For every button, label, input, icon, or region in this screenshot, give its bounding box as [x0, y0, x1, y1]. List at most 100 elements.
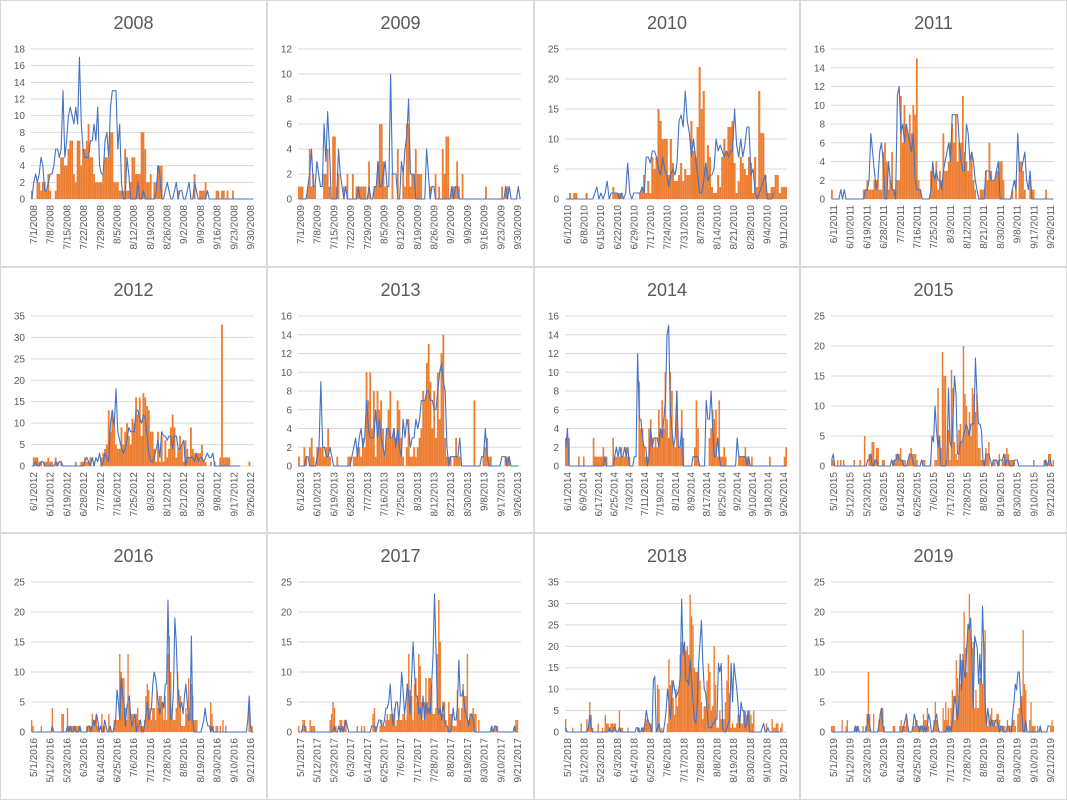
bar — [708, 157, 711, 199]
bar — [416, 702, 419, 732]
chart-svg: 2017 0 5 10 15 20 25 5/1/2017 5/12/2017 5/23/2017… — [281, 546, 524, 783]
x-tick-label: 8/19/2019 — [996, 738, 1007, 783]
bar — [398, 409, 401, 466]
x-tick-label: 8/28/2010 — [746, 205, 757, 250]
x-tick-label: 5/23/2018 — [596, 738, 607, 783]
x-tick-label: 8/19/2009 — [413, 205, 424, 250]
bar — [678, 175, 681, 199]
y-tick-label: 0 — [286, 195, 292, 206]
bar — [393, 708, 396, 732]
bar — [424, 400, 426, 467]
x-tick-label: 7/17/2016 — [146, 738, 157, 783]
bar — [699, 680, 701, 732]
bar — [222, 457, 225, 466]
bar — [941, 352, 944, 466]
bar — [899, 726, 901, 732]
x-tick-label: 6/15/2010 — [596, 205, 607, 250]
bar — [741, 723, 744, 732]
bar — [413, 447, 415, 466]
bar — [768, 193, 771, 199]
bar — [885, 161, 888, 199]
bar — [171, 708, 173, 732]
bar — [715, 193, 718, 199]
bar — [135, 174, 138, 199]
x-tick-label: 8/26/2009 — [430, 205, 441, 250]
bar — [781, 723, 783, 732]
bar — [641, 187, 644, 199]
x-tick-label: 8/30/2013 — [463, 472, 474, 517]
bar — [854, 726, 856, 732]
bar — [953, 442, 956, 466]
bar — [723, 139, 726, 199]
bar — [380, 124, 383, 199]
bar — [351, 174, 354, 199]
x-tick-label: 6/3/2019 — [879, 738, 890, 777]
bar — [115, 182, 117, 199]
bar — [457, 456, 459, 467]
bar — [129, 182, 132, 199]
bar — [1000, 726, 1002, 732]
bar — [943, 376, 945, 466]
bar — [931, 170, 934, 200]
bar — [926, 708, 929, 732]
bar — [721, 456, 724, 467]
bar — [332, 702, 334, 732]
bar — [703, 706, 705, 732]
bar — [859, 460, 861, 466]
bar — [75, 726, 77, 732]
bar — [904, 460, 906, 466]
x-tick-label: 8/17/2014 — [702, 472, 713, 517]
bar — [638, 727, 640, 732]
bar — [202, 190, 205, 199]
bar — [62, 714, 65, 732]
y-tick-label: 14 — [548, 330, 560, 341]
bar — [217, 190, 220, 199]
bar — [69, 726, 71, 732]
x-tick-label: 9/21/2015 — [1046, 472, 1057, 517]
bar — [658, 409, 660, 466]
bar — [775, 723, 778, 732]
bar — [690, 121, 693, 199]
bar — [644, 456, 647, 467]
bar — [69, 140, 72, 199]
x-tick-label: 7/29/2008 — [96, 205, 107, 250]
bar — [113, 427, 116, 466]
bar — [132, 714, 135, 732]
y-tick-label: 5 — [819, 698, 825, 709]
bar — [363, 726, 366, 732]
bar — [153, 708, 155, 732]
bar — [883, 460, 885, 466]
bar — [1022, 170, 1024, 200]
bar — [142, 132, 145, 199]
bar — [984, 170, 987, 200]
bar — [910, 133, 913, 200]
chart-svg: 2015 0 5 10 15 20 25 5/1/2015 5/12/2015 5/23/2015… — [814, 280, 1057, 517]
x-tick-label: 7/7/2013 — [363, 472, 374, 511]
bar — [688, 654, 690, 732]
bar — [980, 460, 983, 466]
bar — [708, 437, 711, 467]
bar — [620, 727, 622, 732]
bar — [114, 720, 117, 732]
bar — [111, 410, 114, 466]
bar — [742, 456, 745, 467]
bar — [357, 186, 360, 199]
y-tick-label: 6 — [19, 145, 25, 156]
bar — [1020, 161, 1023, 199]
bar — [710, 710, 713, 732]
bar — [695, 400, 698, 467]
bar — [977, 448, 980, 466]
bar — [298, 456, 300, 467]
bar — [210, 461, 212, 466]
bar — [1023, 684, 1026, 732]
bar — [718, 400, 721, 467]
bar — [431, 428, 434, 466]
chart-title: 2017 — [380, 546, 420, 566]
x-tick-label: 6/3/2018 — [613, 738, 624, 777]
bar — [596, 456, 598, 467]
x-tick-label: 8/30/2011 — [996, 205, 1007, 249]
y-tick-label: 15 — [548, 663, 560, 674]
x-tick-label: 7/17/2017 — [413, 738, 424, 783]
x-tick-label: 9/30/2008 — [246, 205, 257, 250]
x-tick-label: 6/19/2013 — [329, 472, 340, 517]
